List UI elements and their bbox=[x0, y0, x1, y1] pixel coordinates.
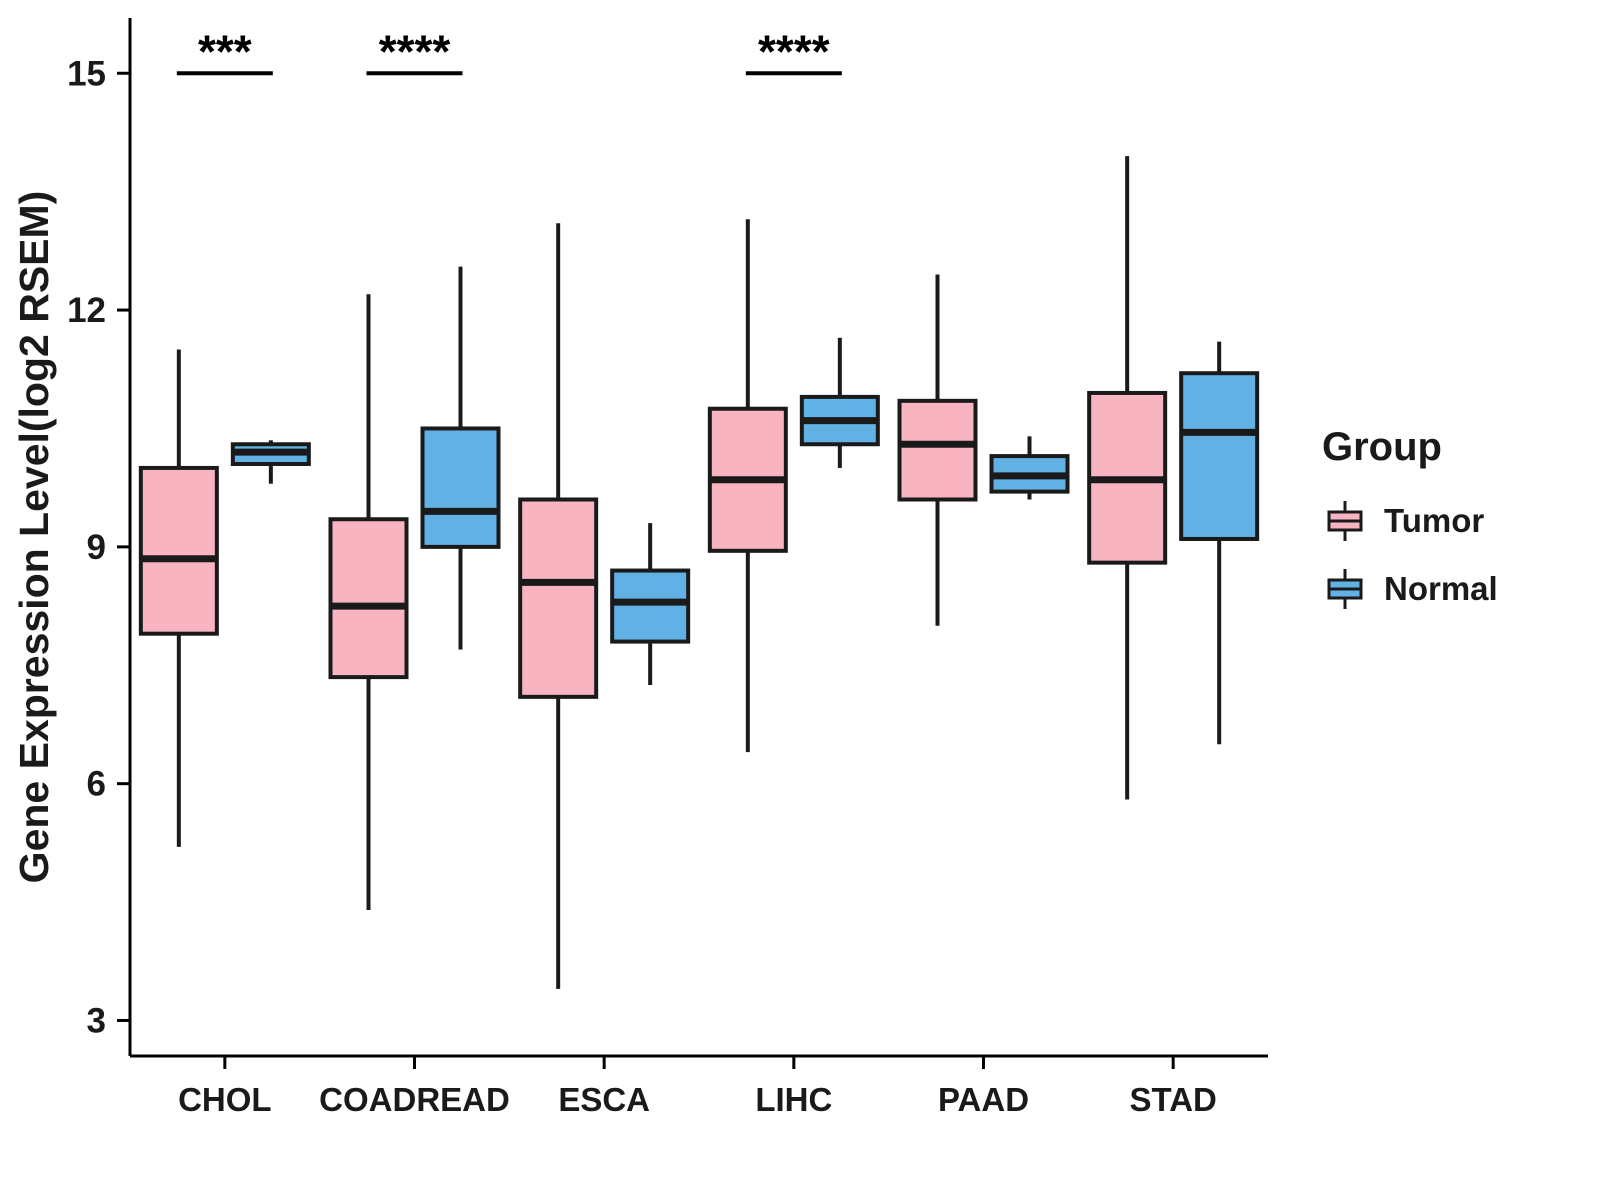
tumor-boxplot-key-icon bbox=[1327, 501, 1363, 541]
legend: Group Tumor Normal bbox=[1322, 425, 1498, 634]
legend-item-tumor: Tumor bbox=[1322, 498, 1498, 544]
x-tick-label: LIHC bbox=[755, 1081, 832, 1118]
box-normal-LIHC bbox=[799, 337, 880, 468]
plot-axes bbox=[128, 18, 1268, 1058]
boxes bbox=[138, 156, 1260, 989]
significance-stars: **** bbox=[758, 25, 830, 77]
iqr-box bbox=[328, 517, 409, 680]
iqr-box bbox=[420, 426, 501, 549]
y-axis-ticks: 3 6 9 12 15 bbox=[67, 54, 130, 1040]
box-tumor-CHOL bbox=[138, 349, 219, 847]
significance-annotations: *** **** **** bbox=[176, 25, 842, 77]
legend-item-normal: Normal bbox=[1322, 566, 1498, 612]
box-normal-STAD bbox=[1179, 341, 1260, 745]
box-tumor-STAD bbox=[1087, 156, 1168, 800]
box-tumor-COADREAD bbox=[328, 294, 409, 910]
x-axis-ticks: CHOL COADREAD ESCA LIHC PAAD STAD bbox=[178, 1056, 1217, 1118]
box-normal-CHOL bbox=[230, 440, 311, 484]
box-normal-PAAD bbox=[989, 436, 1070, 500]
legend-label-tumor: Tumor bbox=[1384, 502, 1485, 539]
legend-label-normal: Normal bbox=[1384, 570, 1498, 607]
box-tumor-LIHC bbox=[707, 219, 788, 753]
y-tick-label: 3 bbox=[87, 1001, 106, 1040]
significance-stars: **** bbox=[379, 25, 451, 77]
box-tumor-PAAD bbox=[897, 274, 978, 626]
box-normal-ESCA bbox=[610, 523, 691, 686]
iqr-box bbox=[1179, 371, 1260, 541]
significance-stars: *** bbox=[198, 25, 252, 77]
y-tick-label: 15 bbox=[67, 54, 106, 93]
legend-title: Group bbox=[1322, 425, 1442, 469]
x-tick-label: PAAD bbox=[938, 1081, 1029, 1118]
iqr-box bbox=[610, 568, 691, 644]
y-axis-title: Gene Expression Level(log2 RSEM) bbox=[11, 191, 57, 884]
iqr-box bbox=[897, 398, 978, 502]
y-tick-label: 12 bbox=[67, 291, 106, 330]
iqr-box bbox=[138, 465, 219, 636]
x-tick-label: STAD bbox=[1129, 1081, 1216, 1118]
x-tick-label: CHOL bbox=[178, 1081, 272, 1118]
iqr-box bbox=[518, 497, 599, 699]
box-normal-COADREAD bbox=[420, 266, 501, 650]
y-tick-label: 6 bbox=[87, 765, 106, 804]
normal-boxplot-key-icon bbox=[1327, 569, 1363, 609]
x-tick-label: COADREAD bbox=[319, 1081, 510, 1118]
x-tick-label: ESCA bbox=[558, 1081, 650, 1118]
box-tumor-ESCA bbox=[518, 223, 599, 989]
y-tick-label: 9 bbox=[87, 528, 106, 567]
